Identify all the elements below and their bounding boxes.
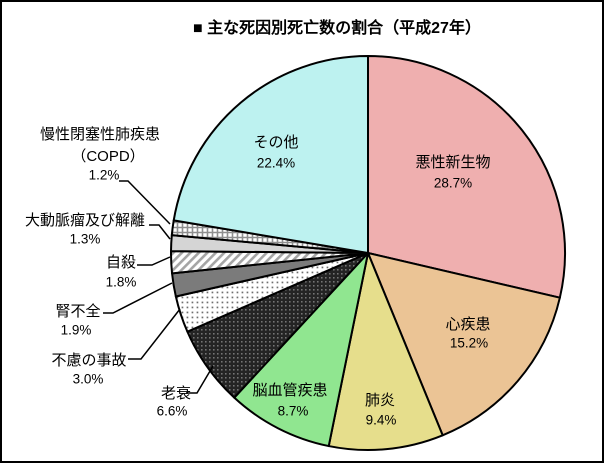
- pie-slices: [170, 55, 566, 451]
- slice-label-copd: （COPD）: [71, 148, 144, 165]
- slice-pct-pneumonia: 9.4%: [366, 413, 397, 428]
- slice-pct-senility: 6.6%: [157, 404, 188, 419]
- slice-label-cerebrovascular-disease: 脳血管疾患: [252, 382, 327, 399]
- slice-label-copd: 慢性閉塞性肺疾患: [40, 125, 160, 143]
- slice-label-malignant-neoplasm: 悪性新生物: [415, 154, 490, 171]
- slice-pct-cerebrovascular-disease: 8.7%: [278, 404, 309, 419]
- pie-slice-cerebrovascular-disease: [233, 252, 369, 448]
- slice-pct-copd: 1.2%: [89, 168, 120, 183]
- chart-title: ■ 主な死因別死亡数の割合（平成27年）: [193, 20, 481, 37]
- slice-label-aortic-aneurysm-dissection: 大動脈瘤及び解離: [25, 211, 145, 229]
- slice-labels: 悪性新生物 28.7% 心疾患 15.2% 肺炎 9.4% 脳血管疾患 8.7% 老衰 6.6% 不…: [25, 125, 491, 428]
- slice-label-suicide: 自殺: [106, 254, 136, 271]
- slice-label-senility: 老衰: [161, 385, 191, 402]
- leader-line-senility: [186, 365, 214, 394]
- slice-pct-renal-failure: 1.9%: [61, 323, 92, 338]
- slice-pct-suicide: 1.8%: [106, 275, 137, 290]
- leader-line-copd: [119, 180, 171, 225]
- slice-pct-malignant-neoplasm: 28.7%: [434, 176, 472, 191]
- leader-line-aortic-aneurysm-dissection: [149, 224, 171, 240]
- slice-pct-aortic-aneurysm-dissection: 1.3%: [70, 232, 101, 247]
- leader-line-suicide: [137, 256, 171, 266]
- pie-slice-heart-disease: [367, 252, 561, 437]
- slice-label-others: その他: [253, 134, 298, 151]
- slice-pct-accidents: 3.0%: [73, 372, 104, 387]
- slice-label-pneumonia: 肺炎: [365, 392, 395, 409]
- pie-slice-malignant-neoplasm: [367, 55, 566, 299]
- leader-lines: [103, 180, 214, 394]
- slice-label-heart-disease: 心疾患: [445, 316, 490, 333]
- slice-label-renal-failure: 腎不全: [55, 302, 100, 320]
- leader-line-renal-failure: [103, 282, 173, 314]
- slice-pct-heart-disease: 15.2%: [450, 336, 488, 351]
- slice-label-accidents: 不慮の事故: [51, 352, 126, 369]
- pie-slice-pneumonia: [327, 252, 444, 451]
- slice-pct-others: 22.4%: [257, 156, 295, 171]
- pie-slice-others: [172, 55, 369, 254]
- leader-line-accidents: [128, 308, 181, 360]
